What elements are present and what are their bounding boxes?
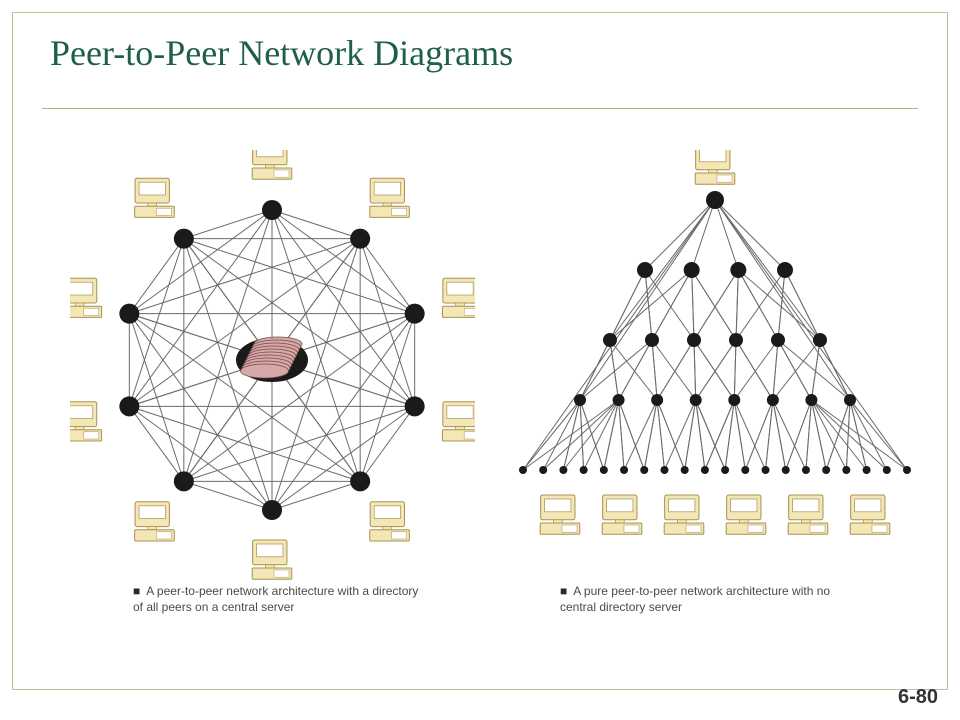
left-caption-text: A peer-to-peer network architecture with… [133, 584, 418, 614]
slide-title: Peer-to-Peer Network Diagrams [50, 32, 513, 74]
right-caption: ■A pure peer-to-peer network architectur… [560, 583, 850, 615]
right-p2p-diagram [505, 150, 925, 580]
right-caption-text: A pure peer-to-peer network architecture… [560, 584, 830, 614]
page-number: 6-80 [898, 686, 938, 709]
left-caption: ■A peer-to-peer network architecture wit… [133, 583, 423, 615]
title-underline [42, 108, 918, 109]
bullet-icon: ■ [560, 583, 567, 599]
bullet-icon: ■ [133, 583, 140, 599]
left-p2p-diagram [70, 150, 475, 580]
